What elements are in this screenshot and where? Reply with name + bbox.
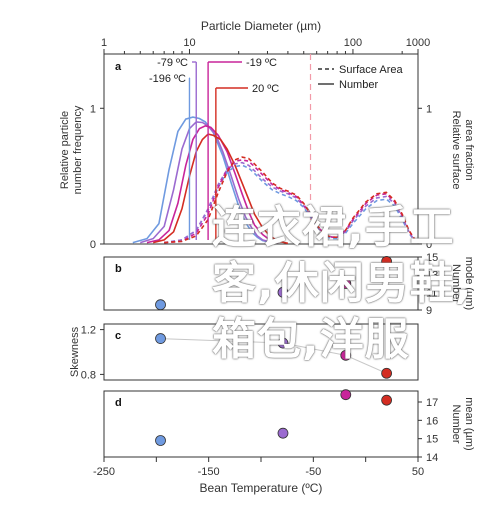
top-axis-tick-label: 1000 <box>406 37 430 49</box>
series-curve-4 <box>164 164 416 244</box>
panel-b-right-tick-label: 13 <box>426 270 438 282</box>
panel-c-point-1 <box>277 337 289 349</box>
panel-c-label: c <box>115 330 121 342</box>
top-axis-tick-label: 1 <box>101 37 107 49</box>
left-axis-title-line1: Relative particle <box>59 111 71 189</box>
panel-a-frame <box>103 53 419 245</box>
top-axis-title: Particle Diameter (µm) <box>201 19 321 33</box>
annotation-label-0: -79 ºC <box>157 57 188 69</box>
panel-b-point-2 <box>340 278 352 289</box>
panel-d-right-tick-label: 16 <box>426 415 438 427</box>
series-curve-5 <box>164 161 416 244</box>
panel-c-left-tick-label: 0.8 <box>81 369 96 381</box>
right-axis-tick-label: 0 <box>426 239 432 251</box>
left-axis-title-line2: number frequency <box>72 105 84 194</box>
panel-c-frame <box>103 323 419 381</box>
annotation-label-1: -196 ºC <box>149 73 186 85</box>
panel-b-point-1 <box>277 286 289 298</box>
panel-d-point-3 <box>381 394 393 406</box>
panel-a: a Particle Diameter (µm) 1 10 100 1000 0 0 1 1 Rel… <box>59 19 475 251</box>
annotation-label-3: 20 ºC <box>252 83 279 95</box>
left-axis-tick-label: 1 <box>90 103 96 115</box>
annotation-label-2: -19 ºC <box>246 57 277 69</box>
x-axis-tick-label: 50 <box>412 466 424 478</box>
series-curve-1 <box>140 121 273 244</box>
panel-d-frame <box>103 390 419 458</box>
panel-c-fit-line <box>160 338 387 374</box>
panel-b-point-3 <box>381 256 393 267</box>
panel-b-right-tick-label: 9 <box>426 305 432 317</box>
x-axis-tick-label: -150 <box>198 466 220 478</box>
panel-d-label: d <box>115 397 122 409</box>
legend-label-number: Number <box>339 79 378 91</box>
panel-c-left-title: Skewness <box>69 326 81 377</box>
panel-b-right-tick-label: 15 <box>426 252 438 264</box>
panel-d-right-tick-label: 14 <box>426 452 438 464</box>
x-axis-tick-label: -50 <box>305 466 321 478</box>
right-axis-tick-label: 1 <box>426 103 432 115</box>
panel-d: d 14 15 16 17 Number mean (µm) -250 -150 -50 50 Bea… <box>93 389 475 495</box>
panel-c-point-3 <box>381 367 393 379</box>
panel-d-point-1 <box>277 427 289 439</box>
panel-b-label: b <box>115 263 122 275</box>
panel-b-right-title-line1: Number <box>450 264 462 303</box>
right-axis-title-line1: Relative surface <box>450 111 462 190</box>
x-axis-tick-label: -250 <box>93 466 115 478</box>
series-curve-7 <box>164 156 416 244</box>
panel-b-right-tick-label: 11 <box>426 287 437 299</box>
panel-c-point-2 <box>340 349 352 361</box>
panel-c-left-tick-label: 1.2 <box>81 325 96 337</box>
left-axis-tick-label: 0 <box>90 239 96 251</box>
right-axis-title-line2: area fraction <box>463 119 475 180</box>
panel-d-right-tick-label: 15 <box>426 434 438 446</box>
top-axis-tick-label: 10 <box>183 37 195 49</box>
top-axis-tick-label: 100 <box>344 37 362 49</box>
panel-b: b 9 11 13 15 Number mode (µm) <box>103 252 475 317</box>
panel-d-right-tick-label: 17 <box>426 397 438 409</box>
panel-d-point-0 <box>155 435 166 446</box>
series-curve-3 <box>153 133 289 245</box>
panel-b-frame <box>103 256 419 311</box>
series-curve-2 <box>146 125 279 244</box>
panel-c-point-0 <box>155 333 166 344</box>
panel-b-point-0 <box>155 299 166 311</box>
panel-d-point-2 <box>340 389 352 401</box>
panel-d-right-title-line1: Number <box>450 404 462 443</box>
legend-label-surface-area: Surface Area <box>339 64 403 76</box>
panel-d-right-title-line2: mean (µm) <box>463 397 475 450</box>
panel-a-label: a <box>115 61 122 73</box>
x-axis-title: Bean Temperature (ºC) <box>200 481 323 495</box>
panel-b-right-title-line2: mode (µm) <box>463 257 475 310</box>
series-curve-6 <box>164 159 416 244</box>
